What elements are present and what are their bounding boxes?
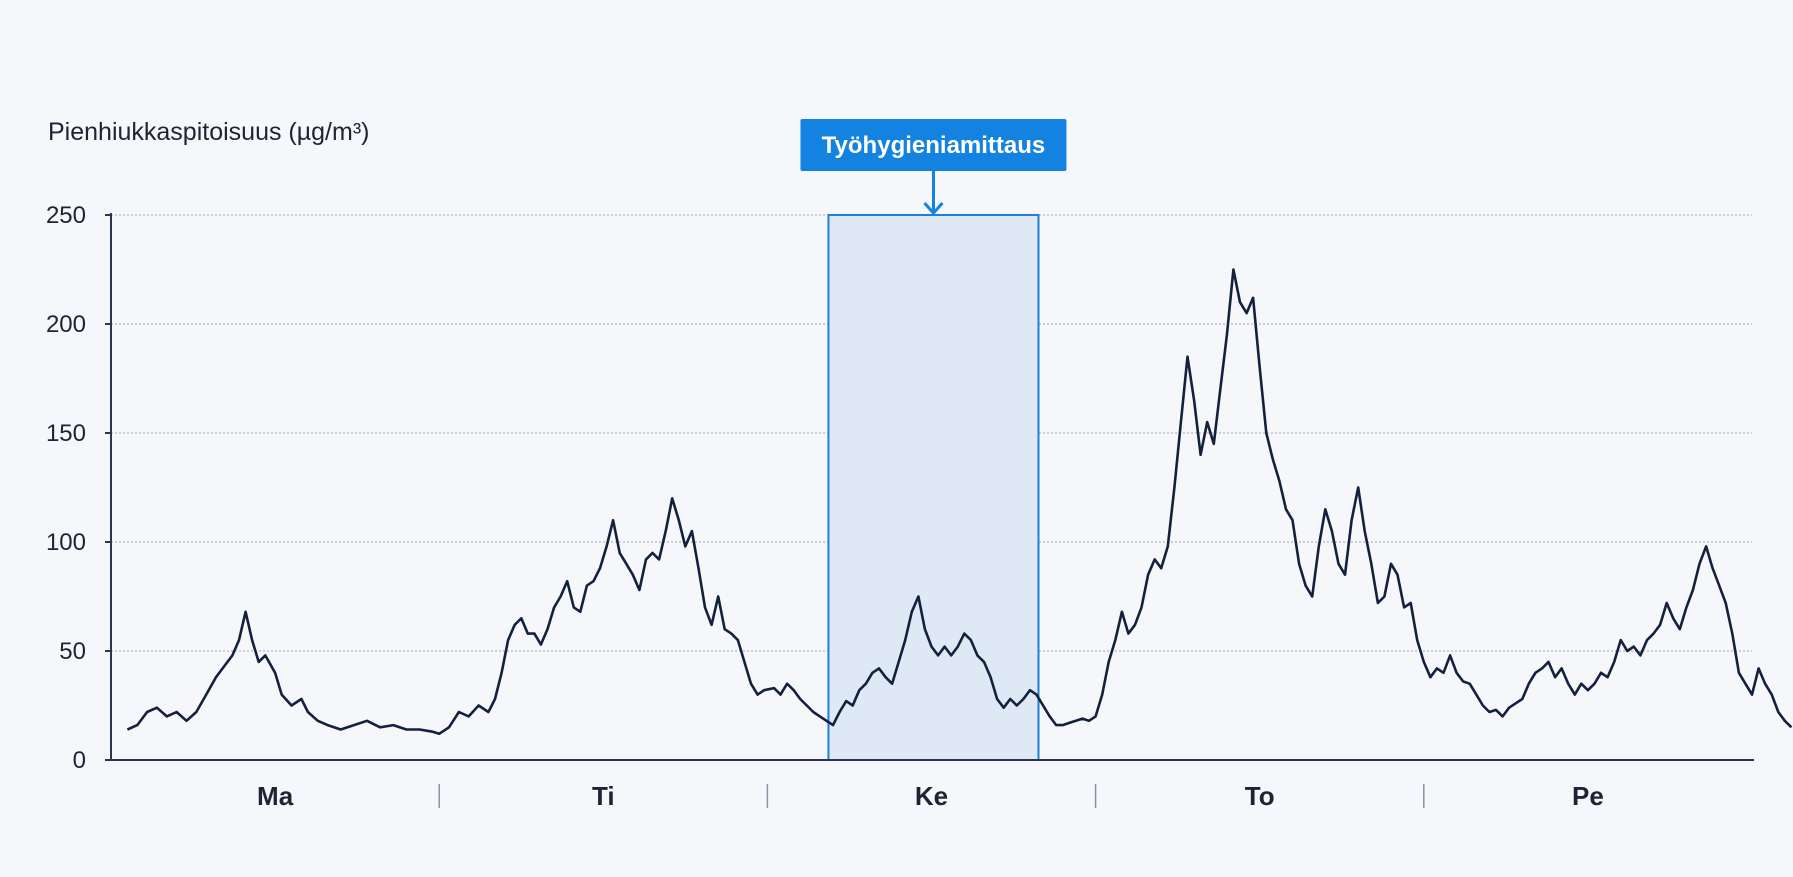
y-tick-label: 0 (73, 747, 86, 774)
x-tick-label: To (1245, 781, 1275, 811)
y-tick-label: 150 (46, 420, 86, 447)
x-tick-label: Ke (915, 781, 948, 811)
annotation: Työhygieniamittaus (800, 119, 1067, 216)
x-tick-label: Ti (592, 781, 615, 811)
measurement-highlight-band (827, 214, 1040, 761)
x-axis-ticks: Ma Ti Ke To Pe (257, 781, 1604, 811)
axes (110, 213, 1754, 761)
y-axis-label: Pienhiukkaspitoisuus (µg/m³) (48, 118, 369, 146)
y-tick-label: 100 (46, 529, 86, 556)
y-tick-label: 250 (46, 202, 86, 229)
annotation-label: Työhygieniamittaus (822, 132, 1046, 159)
x-tick-label: Pe (1572, 781, 1604, 811)
series-line (126, 268, 1793, 736)
y-tick-label: 50 (59, 638, 86, 665)
y-tick-label: 200 (46, 311, 86, 338)
annotation-arrow-icon (923, 171, 944, 216)
y-axis-ticks: 0 50 100 150 200 250 (46, 202, 111, 774)
annotation-box (800, 119, 1067, 171)
x-tick-label: Ma (257, 781, 294, 811)
